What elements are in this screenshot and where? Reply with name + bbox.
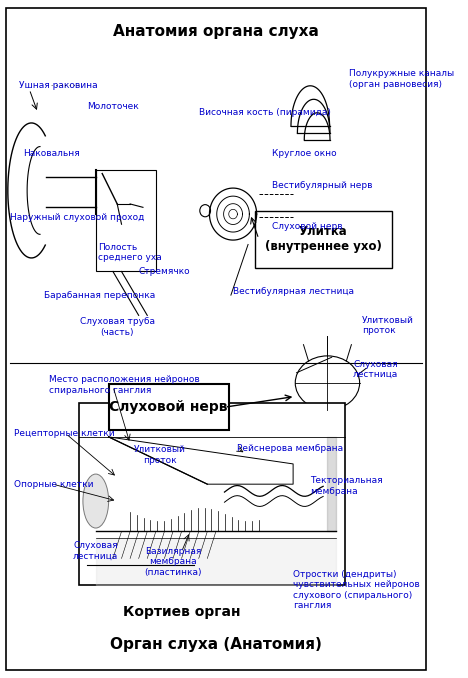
Text: Барабанная перепонка: Барабанная перепонка [44, 291, 155, 300]
Text: Стремячко: Стремячко [139, 267, 190, 276]
Text: Слуховая
лестница: Слуховая лестница [353, 360, 398, 379]
FancyBboxPatch shape [109, 384, 229, 430]
Ellipse shape [83, 474, 109, 528]
Bar [96, 170, 156, 271]
Text: Отростки (дендриты)
чувствительных нейронов
слухового (спирального)
ганглия: Отростки (дендриты) чувствительных нейро… [293, 570, 420, 610]
Text: Место расположения нейронов
спирального ганглия: Место расположения нейронов спирального … [49, 375, 199, 395]
Text: Улитка
(внутреннее ухо): Улитка (внутреннее ухо) [265, 225, 381, 253]
Text: Улитковый
проток: Улитковый проток [362, 316, 414, 335]
Text: Наружный слуховой проход: Наружный слуховой проход [10, 213, 144, 222]
Text: Анатомия органа слуха: Анатомия органа слуха [113, 24, 319, 39]
Polygon shape [328, 437, 336, 532]
Text: Полукружные каналы
(орган равновесия): Полукружные каналы (орган равновесия) [349, 69, 454, 89]
Text: · · · · · · ·: · · · · · · · [51, 83, 80, 89]
Text: Улитковый
проток: Улитковый проток [134, 445, 186, 465]
Text: Ушная раковина: Ушная раковина [19, 81, 97, 90]
Text: Вестибулярный нерв: Вестибулярный нерв [271, 181, 372, 191]
Text: Наковальня: Наковальня [23, 148, 80, 158]
Text: Круглое окно: Круглое окно [271, 148, 336, 158]
Text: Орган слуха (Анатомия): Орган слуха (Анатомия) [110, 637, 322, 652]
Text: Полость
среднего уха: Полость среднего уха [98, 243, 161, 262]
Text: Рецепторные клетки: Рецепторные клетки [14, 429, 115, 438]
Bar [79, 403, 344, 586]
Text: Слуховой нерв: Слуховой нерв [110, 400, 228, 414]
Text: Базилярная
мембрана
(пластинка): Базилярная мембрана (пластинка) [144, 547, 202, 577]
Text: Слуховой нерв: Слуховой нерв [271, 222, 342, 231]
Text: Опорные клетки: Опорные клетки [14, 479, 94, 489]
Text: Молоточек: Молоточек [87, 102, 139, 111]
Text: Текториальная
мембрана: Текториальная мембрана [310, 477, 383, 496]
Text: Височная кость (пирамида): Височная кость (пирамида) [199, 108, 330, 117]
Text: Слуховая
лестница: Слуховая лестница [73, 541, 118, 561]
FancyBboxPatch shape [255, 211, 392, 268]
Text: Кортиев орган: Кортиев орган [123, 605, 241, 620]
Text: Рейснерова мембрана: Рейснерова мембрана [237, 444, 344, 453]
Text: Слуховая труба
(часть): Слуховая труба (часть) [80, 317, 155, 336]
Text: Вестибулярная лестница: Вестибулярная лестница [233, 287, 354, 296]
